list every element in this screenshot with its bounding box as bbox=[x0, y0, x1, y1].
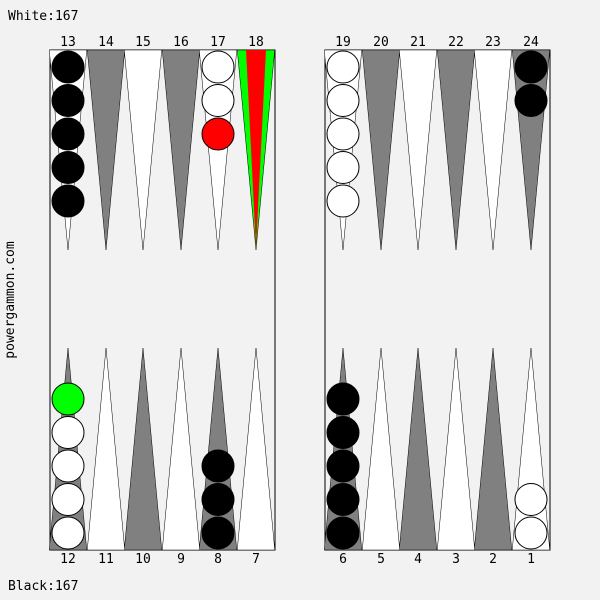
right-quarter bbox=[324, 49, 551, 551]
point-number-24: 24 bbox=[523, 35, 539, 50]
bottom-point-numbers: 12 11 10 9 8 7 6 5 4 3 2 1 bbox=[60, 552, 535, 567]
black-checker[interactable] bbox=[51, 117, 85, 151]
black-checker[interactable] bbox=[514, 84, 548, 117]
point-2[interactable] bbox=[473, 347, 513, 551]
white-checker[interactable] bbox=[201, 84, 235, 117]
black-checker[interactable] bbox=[514, 50, 548, 84]
point-number-4: 4 bbox=[414, 552, 422, 567]
point-11[interactable] bbox=[86, 347, 126, 551]
white-checker[interactable] bbox=[51, 449, 85, 483]
black-checker[interactable] bbox=[326, 382, 360, 416]
black-checker[interactable] bbox=[51, 151, 85, 184]
black-checker[interactable] bbox=[326, 449, 360, 483]
point-number-20: 20 bbox=[373, 35, 389, 50]
point-number-8: 8 bbox=[214, 552, 222, 567]
point-5[interactable] bbox=[361, 347, 401, 551]
point-number-9: 9 bbox=[177, 552, 185, 567]
black-checker[interactable] bbox=[201, 516, 235, 550]
point-16[interactable] bbox=[161, 49, 201, 251]
top-point-numbers: 13 14 15 16 17 18 19 20 21 22 23 24 bbox=[60, 35, 539, 50]
black-checker[interactable] bbox=[326, 483, 360, 516]
green-marker-checker[interactable] bbox=[51, 382, 85, 416]
white-checker[interactable] bbox=[514, 516, 548, 550]
white-checker[interactable] bbox=[326, 151, 360, 184]
black-checker[interactable] bbox=[326, 416, 360, 449]
left-quarter bbox=[49, 49, 276, 551]
point-number-16: 16 bbox=[173, 35, 189, 50]
white-checker[interactable] bbox=[51, 483, 85, 516]
point-9[interactable] bbox=[161, 347, 201, 551]
point-number-10: 10 bbox=[135, 552, 151, 567]
site-watermark: powergammon.com bbox=[3, 241, 18, 359]
point-number-19: 19 bbox=[335, 35, 351, 50]
black-checker[interactable] bbox=[326, 516, 360, 550]
point-number-23: 23 bbox=[485, 35, 501, 50]
point-number-14: 14 bbox=[98, 35, 114, 50]
black-checker[interactable] bbox=[201, 449, 235, 483]
point-14[interactable] bbox=[86, 49, 126, 251]
white-score: White:167 bbox=[8, 9, 78, 24]
white-checker[interactable] bbox=[326, 50, 360, 84]
point-number-6: 6 bbox=[339, 552, 347, 567]
point-18-inner-highlight bbox=[246, 50, 266, 248]
point-number-15: 15 bbox=[135, 35, 151, 50]
point-number-21: 21 bbox=[410, 35, 426, 50]
white-checker[interactable] bbox=[201, 50, 235, 84]
point-number-13: 13 bbox=[60, 35, 76, 50]
point-22[interactable] bbox=[436, 49, 476, 251]
point-number-18: 18 bbox=[248, 35, 264, 50]
white-checker[interactable] bbox=[326, 84, 360, 117]
point-number-11: 11 bbox=[98, 552, 114, 567]
black-checker[interactable] bbox=[51, 50, 85, 84]
point-23[interactable] bbox=[473, 49, 513, 251]
point-number-12: 12 bbox=[60, 552, 76, 567]
point-number-5: 5 bbox=[377, 552, 385, 567]
point-number-3: 3 bbox=[452, 552, 460, 567]
point-number-22: 22 bbox=[448, 35, 464, 50]
board-points bbox=[48, 49, 551, 551]
white-checker[interactable] bbox=[51, 416, 85, 449]
point-20[interactable] bbox=[361, 49, 401, 251]
point-number-2: 2 bbox=[489, 552, 497, 567]
white-checker[interactable] bbox=[326, 184, 360, 218]
point-3[interactable] bbox=[436, 347, 476, 551]
point-21[interactable] bbox=[398, 49, 438, 251]
point-number-7: 7 bbox=[252, 552, 260, 567]
black-checker[interactable] bbox=[201, 483, 235, 516]
white-checker[interactable] bbox=[514, 483, 548, 516]
point-15[interactable] bbox=[123, 49, 163, 251]
black-checker[interactable] bbox=[51, 184, 85, 218]
black-score: Black:167 bbox=[8, 579, 78, 594]
point-4[interactable] bbox=[398, 347, 438, 551]
point-7[interactable] bbox=[236, 347, 276, 551]
white-checker[interactable] bbox=[326, 117, 360, 151]
point-10[interactable] bbox=[123, 347, 163, 551]
point-number-1: 1 bbox=[527, 552, 535, 567]
white-checker[interactable] bbox=[51, 516, 85, 550]
checkers bbox=[51, 50, 548, 550]
black-checker[interactable] bbox=[51, 84, 85, 117]
point-number-17: 17 bbox=[210, 35, 226, 50]
red-marker-checker[interactable] bbox=[201, 117, 235, 151]
